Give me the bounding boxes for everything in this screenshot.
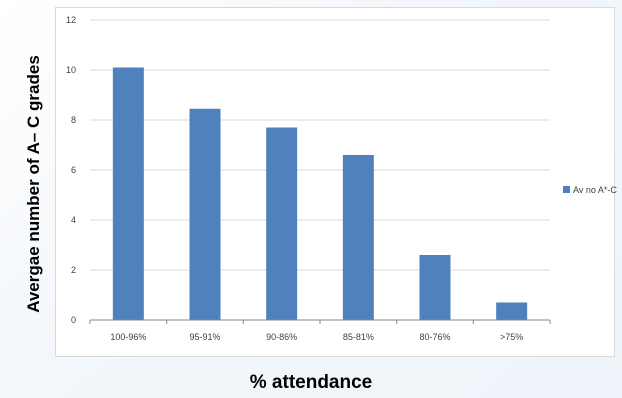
- chart-frame: [55, 7, 615, 357]
- x-axis-label: % attendance: [249, 372, 373, 393]
- legend-label: Av no A*-C: [573, 185, 617, 195]
- x-tick-label: >75%: [500, 332, 523, 342]
- x-tick-label: 100-96%: [110, 332, 146, 342]
- x-tick-label: 95-91%: [189, 332, 220, 342]
- legend-swatch: [563, 186, 570, 193]
- bar-85-81%: [342, 155, 374, 320]
- y-tick-label: 6: [71, 165, 76, 175]
- y-tick-label: 2: [71, 265, 76, 275]
- bars: [112, 67, 528, 320]
- bar-80-76%: [419, 255, 451, 320]
- x-tick-label: 90-86%: [266, 332, 297, 342]
- x-tick-label: 80-76%: [419, 332, 450, 342]
- y-tick-label: 8: [71, 115, 76, 125]
- bar-95-91%: [189, 108, 221, 320]
- x-tick-labels: 100-96% 95-91% 90-86% 85-81% 80-76% >75%: [89, 320, 551, 342]
- y-tick-labels: 0 2 4 6 8 10 12: [66, 15, 76, 325]
- bar-100-96%: [112, 67, 144, 320]
- y-tick-label: 10: [66, 65, 76, 75]
- legend: Av no A*-C: [563, 185, 617, 195]
- y-tick-label: 4: [71, 215, 76, 225]
- y-axis-label: Avergae number of A– C grades: [24, 55, 43, 313]
- x-tick-label: 85-81%: [343, 332, 374, 342]
- bar->75%: [496, 302, 528, 320]
- y-tick-label: 12: [66, 15, 76, 25]
- gridlines: [90, 19, 550, 271]
- y-tick-label: 0: [71, 315, 76, 325]
- bar-90-86%: [266, 127, 298, 320]
